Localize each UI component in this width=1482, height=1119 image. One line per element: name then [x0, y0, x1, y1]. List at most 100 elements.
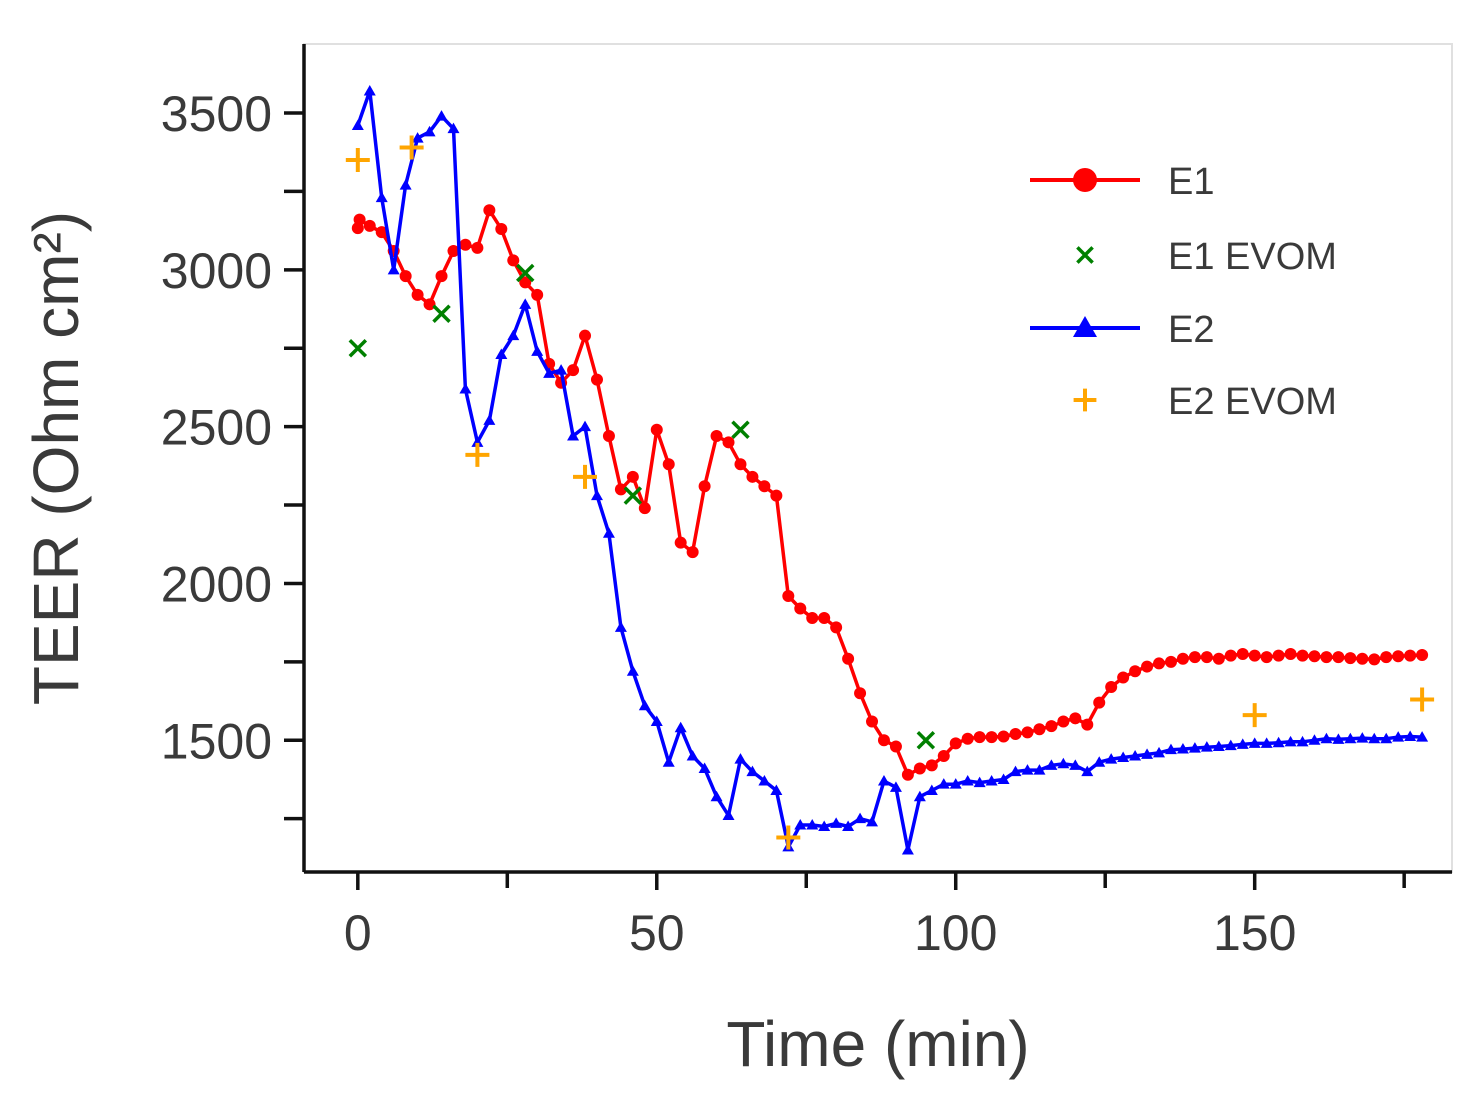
- e2-point: [877, 775, 890, 786]
- e1-point: [949, 737, 962, 750]
- e2-point: [1284, 735, 1297, 747]
- e2-point: [1129, 749, 1142, 761]
- e1-point: [782, 590, 795, 602]
- e2-point: [866, 815, 879, 827]
- e2-point: [435, 110, 448, 121]
- e2-evom-point: [1242, 703, 1267, 728]
- e2-point: [1045, 759, 1058, 770]
- legend-label: E2: [1168, 309, 1214, 351]
- e1-point: [579, 329, 592, 342]
- e2-point: [758, 775, 771, 786]
- e1-point: [1356, 652, 1369, 665]
- legend-swatch-marker: [1073, 388, 1097, 412]
- e1-point: [818, 611, 831, 624]
- e1-point: [1224, 649, 1237, 662]
- e1-point: [1248, 649, 1261, 662]
- e2-point: [399, 179, 412, 190]
- e1-point: [997, 730, 1010, 743]
- e2-point: [746, 765, 759, 777]
- y-tick-label: 3500: [161, 86, 272, 142]
- e2-point: [818, 820, 831, 832]
- e1-point: [411, 288, 424, 301]
- e2-point: [1332, 733, 1345, 744]
- x-axis-title: Time (min): [726, 1008, 1029, 1080]
- e2-point: [375, 191, 388, 203]
- e2-point: [842, 820, 855, 832]
- legend-item-e1-evom: E1 EVOM: [1076, 236, 1337, 278]
- e2-point: [495, 348, 508, 359]
- x-tick-label: 100: [914, 905, 997, 961]
- e1-evom-point: [432, 304, 451, 323]
- e2-point: [1069, 759, 1082, 770]
- e2-point: [1308, 734, 1321, 745]
- e1-point: [1105, 680, 1118, 693]
- e2-point: [1188, 742, 1201, 753]
- legend-label: E1 EVOM: [1168, 236, 1337, 278]
- legend-item-e2-evom: E2 EVOM: [1073, 381, 1337, 423]
- e2-point: [662, 756, 675, 767]
- e1-point: [507, 254, 520, 267]
- e2-point: [471, 436, 484, 447]
- e1-point: [1296, 649, 1309, 662]
- e2-point: [901, 844, 914, 855]
- e1-point: [1344, 652, 1357, 665]
- e1-point: [626, 470, 639, 483]
- e1-point: [877, 734, 890, 747]
- e1-point: [662, 458, 675, 471]
- e2-point: [770, 784, 783, 795]
- e1-point: [519, 276, 532, 289]
- e2-point: [1380, 732, 1393, 744]
- legend-label: E2 EVOM: [1168, 381, 1337, 423]
- e1-point: [435, 270, 448, 283]
- e2-point: [1272, 736, 1285, 748]
- e1-line: [356, 208, 1423, 777]
- x-tick-label: 150: [1213, 905, 1296, 961]
- e2-point: [1021, 764, 1034, 775]
- e1-point: [602, 430, 615, 443]
- e2-point: [1320, 732, 1333, 744]
- e1-point: [1117, 671, 1130, 684]
- e1-point: [423, 298, 436, 311]
- series-e1: [351, 204, 1429, 781]
- e2-point: [1416, 731, 1429, 742]
- e1-point: [925, 759, 938, 772]
- e2-point: [1141, 748, 1154, 759]
- e2-point: [722, 809, 735, 821]
- y-tick-label: 2500: [161, 400, 272, 456]
- e2-point: [579, 420, 592, 432]
- e1-point: [650, 423, 663, 436]
- e1-evom-point: [731, 420, 750, 440]
- e1-point: [495, 223, 508, 236]
- e2-point: [1033, 764, 1046, 775]
- e1-point: [1260, 651, 1273, 664]
- e2-point: [806, 818, 819, 830]
- e2-point: [1224, 739, 1237, 751]
- e1-evom-point: [623, 486, 643, 505]
- e1-point: [901, 768, 914, 781]
- e2-point: [531, 345, 544, 356]
- x-tick-label: 0: [344, 905, 372, 961]
- series-layer: [345, 85, 1435, 855]
- e2-point: [1368, 732, 1381, 744]
- e1-point: [1236, 648, 1249, 661]
- e1-point: [866, 715, 879, 728]
- e1-point: [399, 270, 412, 283]
- legend-label: E1: [1168, 161, 1214, 203]
- e1-point: [1093, 696, 1106, 709]
- e2-point: [614, 621, 627, 632]
- e1-point: [1153, 657, 1166, 670]
- y-tick-label: 1500: [161, 713, 272, 769]
- e2-point: [1117, 751, 1130, 763]
- e2-line: [356, 89, 1423, 852]
- e2-point: [567, 430, 580, 441]
- y-tick-label: 2000: [161, 556, 272, 612]
- e2-point: [985, 775, 998, 786]
- e2-evom-point: [776, 825, 801, 850]
- e2-evom-point: [465, 442, 490, 467]
- e2-point: [1057, 757, 1070, 769]
- e1-point: [531, 288, 544, 301]
- e2-point: [1200, 741, 1213, 752]
- e1-point: [758, 480, 771, 493]
- e2-point: [1248, 737, 1261, 748]
